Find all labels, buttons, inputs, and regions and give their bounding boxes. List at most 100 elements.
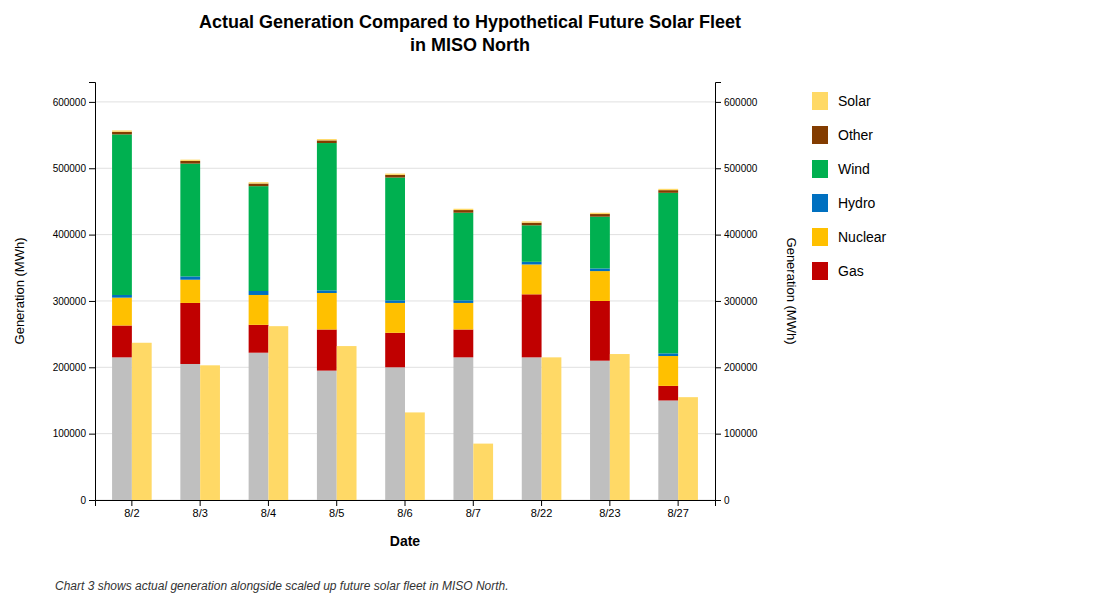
x-tick: 8/6 — [397, 500, 412, 519]
y-tick: 200000 — [53, 362, 95, 373]
y2-tick: 400000 — [715, 229, 758, 240]
legend-swatch — [812, 228, 828, 246]
title-line: Actual Generation Compared to Hypothetic… — [199, 12, 741, 32]
legend-label: Other — [838, 127, 873, 143]
y2-tick: 300000 — [715, 296, 758, 307]
legend-label: Nuclear — [838, 229, 887, 245]
y2-tick: 600000 — [715, 97, 758, 108]
x-tick-label: 8/7 — [466, 507, 481, 519]
legend: Solar Other Wind Hydro Nuclear Gas — [812, 92, 887, 280]
y2-tick-label: 400000 — [724, 229, 758, 240]
bar-segment — [385, 178, 405, 301]
bar-segment — [590, 268, 610, 271]
bar — [268, 326, 288, 500]
y2-tick-label: 100000 — [724, 428, 758, 439]
bar-segment — [385, 300, 405, 303]
x-tick-label: 8/4 — [261, 507, 276, 519]
bar-segment — [658, 193, 678, 354]
legend-label: Solar — [838, 93, 871, 109]
x-tick: 8/3 — [193, 500, 208, 519]
bar-segment — [112, 357, 132, 500]
bar-segment — [249, 325, 269, 353]
bar-segment — [112, 295, 132, 298]
y2-tick-label: 0 — [724, 495, 730, 506]
bar-segment — [453, 210, 473, 213]
bar-segment — [317, 290, 337, 293]
bar-segment — [453, 303, 473, 330]
legend-item: Nuclear — [812, 228, 887, 246]
x-tick-mark — [131, 500, 132, 506]
y-tick: 400000 — [53, 229, 95, 240]
bar-segment — [249, 182, 269, 183]
bar — [200, 365, 220, 500]
y2-axis: 0 100000 200000 300000 400000 500000 600000 — [715, 83, 758, 506]
bar — [337, 346, 357, 500]
y-tick-mark — [89, 367, 95, 368]
bar — [542, 357, 562, 500]
bars — [112, 130, 698, 500]
bar-segment — [590, 217, 610, 269]
x-tick-label: 8/27 — [667, 507, 688, 519]
bar-segment — [112, 130, 132, 131]
x-tick-mark — [609, 500, 610, 506]
y2-tick: 500000 — [715, 163, 758, 174]
y-tick-mark — [89, 102, 95, 103]
bar-segment — [180, 364, 200, 500]
y2-tick-mark — [715, 367, 721, 368]
y2-tick-label: 600000 — [724, 97, 758, 108]
y2-tick-label: 200000 — [724, 362, 758, 373]
bar-segment — [180, 280, 200, 303]
bar-segment — [249, 186, 269, 291]
bar-segment — [317, 139, 337, 140]
bar-segment — [453, 357, 473, 500]
bar-segment — [385, 303, 405, 333]
bar-segment — [522, 357, 542, 500]
bar-segment — [317, 143, 337, 290]
y-tick-mark — [89, 301, 95, 302]
y-axis-line — [89, 83, 96, 501]
x-axis: 8/28/38/48/58/68/78/228/238/27 — [96, 500, 716, 519]
y-tick-label: 600000 — [53, 97, 87, 108]
bar-segment — [385, 175, 405, 178]
bar-segment — [453, 209, 473, 210]
bar-segment — [317, 371, 337, 500]
x-tick: 8/5 — [329, 500, 344, 519]
bar-segment — [112, 298, 132, 326]
bar-segment — [453, 329, 473, 357]
y-tick-label: 500000 — [53, 163, 87, 174]
y-tick-mark — [89, 168, 95, 169]
y-tick-mark — [89, 500, 95, 501]
bar-segment — [522, 262, 542, 265]
bar-segment — [180, 303, 200, 364]
y-tick: 0 — [80, 495, 95, 506]
legend-item: Wind — [812, 160, 870, 178]
bar — [678, 397, 698, 500]
x-axis-line — [96, 501, 716, 507]
x-axis-title: Date — [390, 533, 421, 549]
legend-item: Hydro — [812, 194, 876, 212]
x-tick: 8/2 — [124, 500, 139, 519]
legend-label: Gas — [838, 263, 864, 279]
bar-segment — [658, 356, 678, 386]
y2-axis-line — [716, 83, 722, 501]
bar-segment — [522, 223, 542, 226]
legend-item: Gas — [812, 262, 864, 280]
x-tick-label: 8/3 — [193, 507, 208, 519]
y-tick-label: 0 — [80, 495, 86, 506]
y-tick-label: 400000 — [53, 229, 87, 240]
y2-tick-mark — [715, 235, 721, 236]
bar-segment — [385, 174, 405, 175]
y2-tick-label: 300000 — [724, 296, 758, 307]
bar-segment — [522, 221, 542, 222]
x-tick-mark — [405, 500, 406, 506]
legend-swatch — [812, 262, 828, 280]
bar-segment — [522, 264, 542, 294]
bar-segment — [249, 353, 269, 500]
x-tick-mark — [541, 500, 542, 506]
x-tick-mark — [336, 500, 337, 506]
y-tick-label: 100000 — [53, 428, 87, 439]
legend-swatch — [812, 160, 828, 178]
bar — [405, 412, 425, 500]
x-tick: 8/4 — [261, 500, 276, 519]
legend-item: Other — [812, 126, 873, 144]
